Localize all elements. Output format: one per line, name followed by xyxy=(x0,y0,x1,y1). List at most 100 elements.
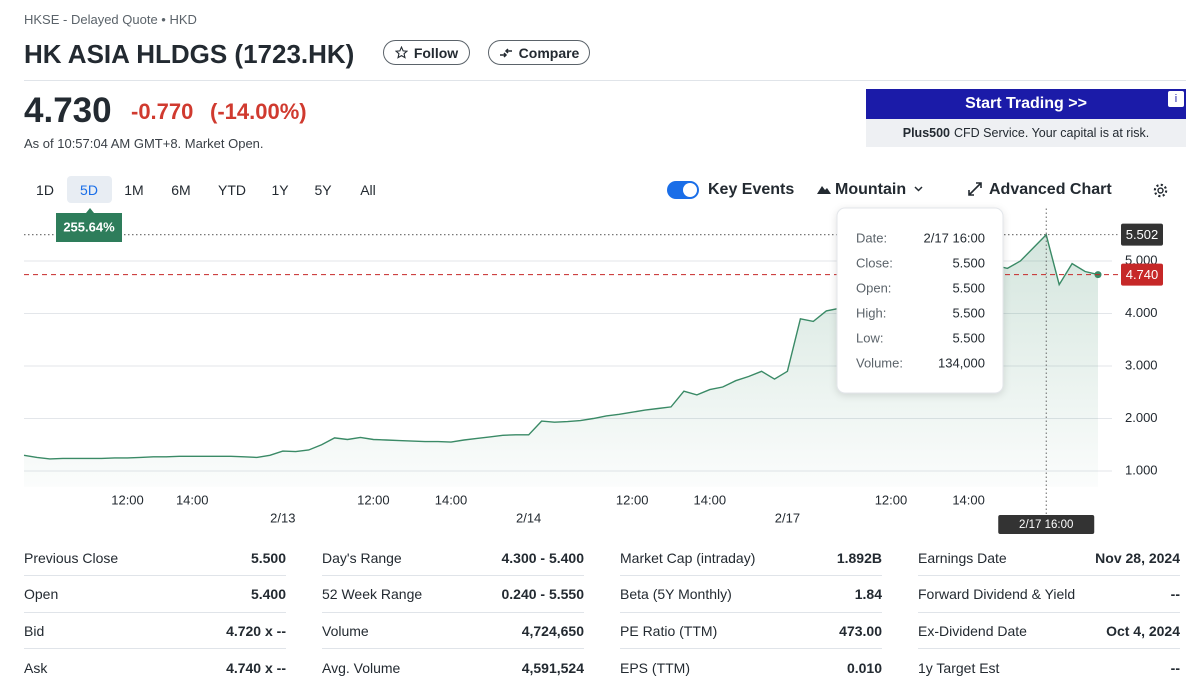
range-button[interactable]: 6M xyxy=(171,182,191,198)
x-tick-label: 14:00 xyxy=(952,492,985,507)
title: HK ASIA HLDGS (1723.HK) xyxy=(24,39,355,69)
x-tick-label: 12:00 xyxy=(111,492,144,507)
range-selected-bg xyxy=(67,176,112,203)
stat-row: Avg. Volume 4,591,524 xyxy=(322,650,584,686)
tooltip-label: Open: xyxy=(856,280,891,295)
stat-row: Previous Close 5.500 xyxy=(24,540,286,576)
stat-value: Nov 28, 2024 xyxy=(1095,549,1180,566)
stat-label: Previous Close xyxy=(24,549,119,566)
tooltip-label: Close: xyxy=(856,255,893,270)
divider xyxy=(24,80,1186,81)
reference-label: 4.740 xyxy=(1126,267,1159,282)
stat-row: Bid 4.720 x -- xyxy=(24,613,286,649)
range-button[interactable]: 1M xyxy=(124,182,144,198)
toggle-knob xyxy=(683,183,697,197)
ad-button[interactable]: Start Trading >> xyxy=(866,89,1186,119)
stat-row: Earnings Date Nov 28, 2024 xyxy=(918,540,1180,576)
crosshair-label: 2/17 16:00 xyxy=(1019,519,1073,531)
stat-label: PE Ratio (TTM) xyxy=(620,622,718,639)
mountain-icon xyxy=(817,186,831,194)
range-button[interactable]: 1D xyxy=(36,182,54,198)
stat-row: Volume 4,724,650 xyxy=(322,613,584,649)
range-button[interactable]: All xyxy=(360,182,376,198)
stat-value: 0.240 - 5.550 xyxy=(501,586,584,602)
x-tick-label: 14:00 xyxy=(694,492,727,507)
stat-label: Ask xyxy=(24,659,48,676)
key-events[interactable]: Key Events xyxy=(708,181,795,198)
stat-row: Ex-Dividend Date Oct 4, 2024 xyxy=(918,613,1180,649)
tooltip-label: Date: xyxy=(856,230,887,245)
stat-value: 4.720 x -- xyxy=(226,622,286,639)
stat-value: 473.00 xyxy=(839,622,882,639)
stat-value: 1.84 xyxy=(854,586,882,602)
stat-row: Ask 4.740 x -- xyxy=(24,650,286,686)
x-tick-label: 12:00 xyxy=(616,492,649,507)
settings-icon[interactable] xyxy=(1152,182,1169,199)
as-of: As of 10:57:04 AM GMT+8. Market Open. xyxy=(24,136,264,151)
stat-row: 1y Target Est -- xyxy=(918,650,1180,686)
badge: 255.64% xyxy=(63,219,115,234)
stat-row: Forward Dividend & Yield -- xyxy=(918,577,1180,613)
y-tick-label: 1.000 xyxy=(1125,462,1158,477)
change-pct: (-14.00%) xyxy=(210,99,307,124)
tooltip-label: Low: xyxy=(856,330,883,345)
stat-label: Forward Dividend & Yield xyxy=(918,586,1076,602)
stat-label: EPS (TTM) xyxy=(620,659,690,676)
stat-label: Bid xyxy=(24,622,45,639)
range-button[interactable]: 1Y xyxy=(271,182,289,198)
exchange: HKSE - Delayed Quote • HKD xyxy=(24,12,197,27)
follow-button[interactable]: Follow xyxy=(383,40,470,65)
price: 4.730 xyxy=(24,91,112,130)
stat-value: -- xyxy=(1170,659,1180,676)
reference-label-bg xyxy=(1121,263,1163,286)
tooltip-value: 5.500 xyxy=(952,305,985,320)
star-icon xyxy=(394,46,408,59)
ad-button-text: Start Trading >> xyxy=(965,95,1087,112)
key-events-toggle[interactable] xyxy=(667,181,699,199)
compare-button[interactable]: Compare xyxy=(488,40,590,65)
range-button[interactable]: 5D xyxy=(80,182,98,198)
stat-value: 4.300 - 5.400 xyxy=(501,549,584,566)
stat-value: 0.010 xyxy=(846,659,882,676)
stat-value: Oct 4, 2024 xyxy=(1106,622,1180,639)
compare-text: Compare xyxy=(518,44,580,61)
change: -0.770 xyxy=(131,99,194,124)
stat-value: 4,591,524 xyxy=(521,659,584,676)
range-button[interactable]: 5Y xyxy=(314,182,332,198)
y-tick-label: 2.000 xyxy=(1125,410,1158,425)
crosshair-label-bg xyxy=(998,515,1095,534)
tooltip-value: 5.500 xyxy=(952,330,985,345)
tooltip-bg xyxy=(836,207,1004,394)
stat-value: 4.740 x -- xyxy=(226,659,286,676)
stat-label: 1y Target Est xyxy=(918,659,1000,676)
stat-row: Open 5.400 xyxy=(24,577,286,613)
stat-label: Ex-Dividend Date xyxy=(918,622,1027,639)
stat-value: 5.400 xyxy=(250,586,286,602)
mountain[interactable]: Mountain xyxy=(835,181,907,198)
stat-value: 4,724,650 xyxy=(521,622,584,639)
x-tick-label: 12:00 xyxy=(357,492,390,507)
chevron xyxy=(914,186,923,192)
badge-bg xyxy=(56,208,122,242)
stat-label: Volume xyxy=(322,622,369,639)
expand-icon xyxy=(968,182,982,196)
ad-info-icon[interactable]: i xyxy=(1168,91,1184,107)
follow-text: Follow xyxy=(413,44,459,61)
x-tick-label: 14:00 xyxy=(176,492,209,507)
x-tick-label: 14:00 xyxy=(435,492,468,507)
stat-label: Market Cap (intraday) xyxy=(620,549,756,566)
tooltip-label: High: xyxy=(856,305,886,320)
y-tick-label: 3.000 xyxy=(1125,357,1158,372)
stat-value: 5.500 xyxy=(250,549,286,566)
ad-note: Plus500 CFD Service. Your capital is at r… xyxy=(866,119,1186,147)
ad-text: CFD Service. Your capital is at risk. xyxy=(954,126,1150,140)
stat-label: Open xyxy=(24,586,59,602)
range-button[interactable]: YTD xyxy=(218,182,246,198)
stat-row: EPS (TTM) 0.010 xyxy=(620,650,882,686)
advanced-chart[interactable]: Advanced Chart xyxy=(989,181,1112,198)
tooltip-value: 134,000 xyxy=(938,355,985,370)
compare-icon xyxy=(499,47,512,58)
stat-row: Beta (5Y Monthly) 1.84 xyxy=(620,577,882,613)
